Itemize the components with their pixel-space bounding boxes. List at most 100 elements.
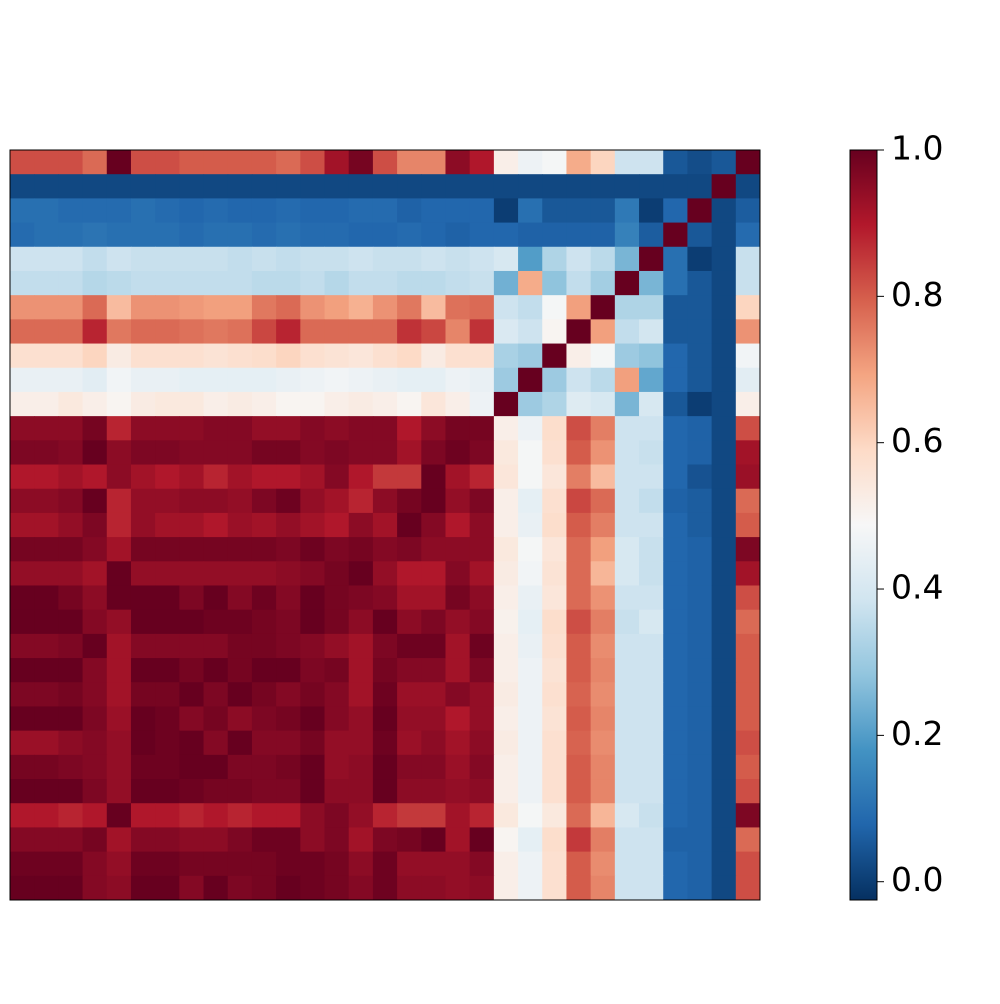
heatmap-cell bbox=[445, 827, 471, 853]
heatmap-cell bbox=[34, 150, 59, 175]
heatmap-cell bbox=[58, 319, 84, 345]
heatmap-cell bbox=[276, 779, 301, 804]
heatmap-cell bbox=[155, 150, 180, 175]
heatmap-cell bbox=[663, 706, 688, 732]
heatmap-cell bbox=[445, 803, 471, 828]
heatmap-cell bbox=[130, 512, 156, 538]
heatmap-cell bbox=[590, 779, 616, 804]
heatmap-cell bbox=[203, 827, 229, 853]
heatmap-cell bbox=[276, 706, 301, 732]
heatmap-cell bbox=[10, 851, 35, 877]
heatmap-cell bbox=[421, 609, 446, 635]
heatmap-cell bbox=[421, 440, 446, 466]
heatmap-cell bbox=[590, 609, 616, 635]
heatmap-cell bbox=[106, 174, 132, 199]
heatmap-cell bbox=[106, 875, 132, 901]
heatmap-cell bbox=[82, 658, 108, 683]
heatmap-cell bbox=[590, 222, 616, 248]
heatmap-cell bbox=[372, 246, 398, 272]
heatmap-cell bbox=[300, 803, 326, 828]
heatmap-cell bbox=[421, 246, 446, 272]
heatmap-cell bbox=[300, 779, 326, 804]
heatmap-cell bbox=[469, 343, 495, 369]
heatmap-cell bbox=[711, 803, 737, 828]
heatmap-cell bbox=[348, 827, 374, 853]
heatmap-cell bbox=[542, 488, 567, 514]
heatmap-cell bbox=[663, 343, 688, 369]
heatmap-cell bbox=[566, 609, 592, 635]
heatmap-cell bbox=[324, 585, 350, 611]
heatmap-cell bbox=[227, 343, 253, 369]
heatmap-cell bbox=[518, 246, 543, 272]
heatmap-cell bbox=[663, 295, 688, 320]
heatmap-cell bbox=[663, 609, 688, 635]
heatmap-cell bbox=[276, 585, 301, 611]
heatmap-cell bbox=[639, 827, 664, 853]
heatmap-cell bbox=[10, 319, 35, 345]
heatmap-cell bbox=[227, 827, 253, 853]
heatmap-cell bbox=[663, 730, 688, 756]
heatmap-cell bbox=[276, 609, 301, 635]
heatmap-cell bbox=[10, 827, 35, 853]
heatmap-cell bbox=[276, 561, 301, 586]
heatmap-cell bbox=[397, 658, 422, 683]
heatmap-cell bbox=[614, 851, 640, 877]
heatmap-cell bbox=[542, 537, 567, 562]
heatmap-cell bbox=[735, 827, 761, 853]
heatmap-cell bbox=[130, 150, 156, 175]
heatmap-cell bbox=[348, 391, 374, 417]
heatmap-cell bbox=[687, 682, 713, 707]
heatmap-cell bbox=[590, 875, 616, 901]
heatmap-cell bbox=[251, 246, 277, 272]
heatmap-cell bbox=[639, 754, 664, 780]
heatmap-cell bbox=[251, 537, 277, 562]
heatmap-cell bbox=[614, 730, 640, 756]
heatmap-cell bbox=[227, 416, 253, 441]
heatmap-cell bbox=[203, 730, 229, 756]
heatmap-cell bbox=[445, 754, 471, 780]
heatmap-cell bbox=[445, 609, 471, 635]
heatmap-cell bbox=[10, 295, 35, 320]
heatmap-cell bbox=[227, 561, 253, 586]
heatmap-cell bbox=[34, 222, 59, 248]
heatmap-cell bbox=[130, 633, 156, 659]
heatmap-cell bbox=[276, 464, 301, 490]
heatmap-cell bbox=[324, 754, 350, 780]
heatmap-cell bbox=[82, 416, 108, 441]
heatmap-cell bbox=[34, 754, 59, 780]
heatmap-cell bbox=[34, 416, 59, 441]
heatmap-cell bbox=[179, 319, 205, 345]
heatmap-cell bbox=[614, 222, 640, 248]
heatmap-cell bbox=[711, 464, 737, 490]
heatmap-cell bbox=[179, 440, 205, 466]
heatmap-cell bbox=[735, 561, 761, 586]
heatmap-cell bbox=[10, 633, 35, 659]
heatmap-cell bbox=[687, 754, 713, 780]
heatmap-cell bbox=[542, 875, 567, 901]
heatmap-cell bbox=[203, 343, 229, 369]
heatmap-cell bbox=[663, 464, 688, 490]
heatmap-cell bbox=[130, 658, 156, 683]
heatmap-cell bbox=[324, 779, 350, 804]
heatmap-cell bbox=[130, 416, 156, 441]
heatmap-cell bbox=[348, 585, 374, 611]
heatmap-cell bbox=[251, 512, 277, 538]
heatmap-cell bbox=[687, 295, 713, 320]
heatmap-cell bbox=[735, 416, 761, 441]
heatmap-cell bbox=[735, 367, 761, 393]
heatmap-cell bbox=[82, 561, 108, 586]
heatmap-cell bbox=[203, 609, 229, 635]
heatmap-cell bbox=[348, 779, 374, 804]
heatmap-cell bbox=[614, 585, 640, 611]
heatmap-cell bbox=[542, 682, 567, 707]
heatmap-cell bbox=[227, 706, 253, 732]
heatmap-cell bbox=[687, 150, 713, 175]
heatmap-cell bbox=[276, 827, 301, 853]
heatmap-cell bbox=[735, 150, 761, 175]
heatmap-cell bbox=[711, 367, 737, 393]
heatmap-cell bbox=[518, 512, 543, 538]
heatmap-cell bbox=[179, 633, 205, 659]
heatmap-cell bbox=[82, 295, 108, 320]
heatmap-cell bbox=[106, 754, 132, 780]
heatmap-cell bbox=[372, 416, 398, 441]
